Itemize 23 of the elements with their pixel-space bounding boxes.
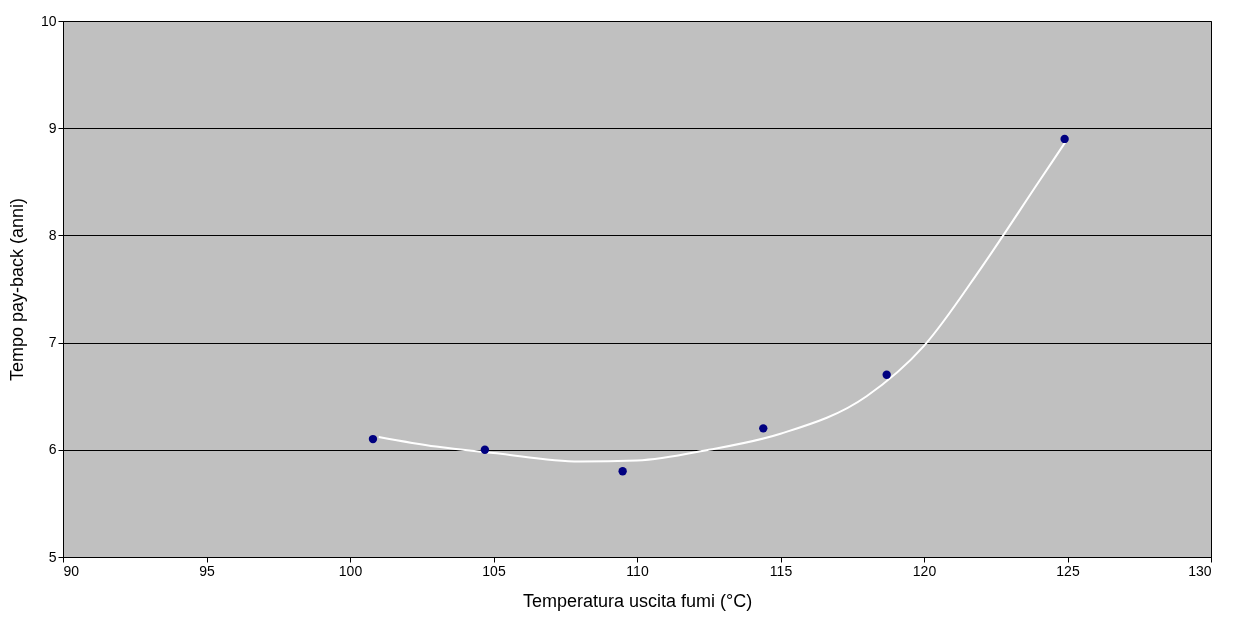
y-tick-label: 10 <box>40 12 57 29</box>
x-tick-label: 100 <box>338 562 363 579</box>
y-tick-label: 8 <box>48 226 57 243</box>
x-tick-label: 130 <box>1188 562 1212 579</box>
x-tick-label: 120 <box>912 562 937 579</box>
y-tick-label: 9 <box>48 119 57 136</box>
x-tick-label: 90 <box>63 562 80 579</box>
x-axis-title: Temperatura uscita fumi (°C) <box>522 590 753 611</box>
y-tick-label: 6 <box>48 441 57 458</box>
point <box>759 424 768 433</box>
x-tick-label: 115 <box>769 562 793 579</box>
point <box>618 467 627 476</box>
y-axis-title: Tempo pay-back (anni) <box>6 197 27 382</box>
point <box>1060 134 1069 144</box>
x-tick-label: 95 <box>199 562 215 579</box>
x-tick-label: 110 <box>626 562 649 579</box>
x-tick-label: 125 <box>1056 562 1080 579</box>
x-tick-label: 105 <box>482 562 506 579</box>
y-tick-label: 5 <box>48 548 57 565</box>
point <box>368 434 378 444</box>
point <box>882 370 891 379</box>
point <box>480 445 490 454</box>
y-tick-label: 7 <box>48 334 57 351</box>
